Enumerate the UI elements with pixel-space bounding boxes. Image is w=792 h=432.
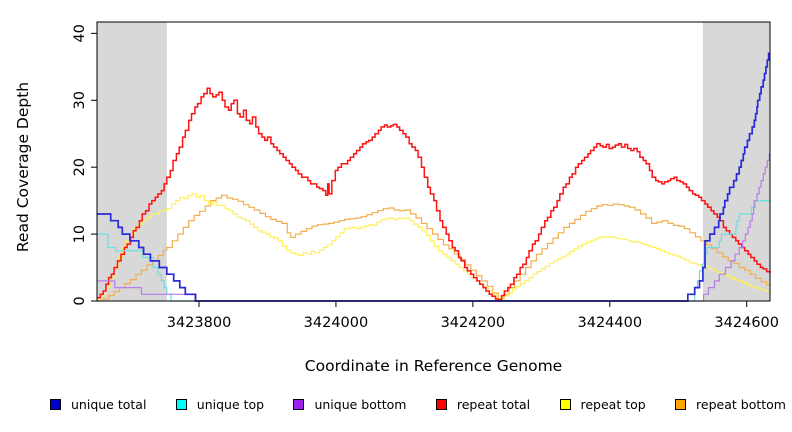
legend-item-repeat-top: repeat top [559, 397, 646, 412]
y-tick-label: 20 [72, 158, 88, 176]
legend-label: repeat bottom [696, 397, 786, 412]
legend-label: unique top [196, 397, 265, 412]
legend-label: unique bottom [314, 397, 407, 412]
coverage-plot-canvas: 3423800 3424000 3424200 3424400 3424600 0 10 20… [72, 21, 779, 331]
legend: unique total unique top unique bottom repea… [50, 397, 786, 412]
left-masked-region [97, 22, 167, 301]
x-tick-label: 3424200 [441, 315, 506, 331]
legend-swatch-repeat-bottom [675, 399, 687, 410]
legend-label: repeat total [456, 397, 531, 412]
x-tick-label: 3424600 [714, 315, 779, 331]
legend-item-repeat-bottom: repeat bottom [675, 397, 786, 412]
legend-item-repeat-total: repeat total [435, 397, 531, 412]
legend-swatch-unique-bottom [293, 399, 305, 410]
right-masked-region [702, 22, 770, 301]
legend-swatch-unique-total [50, 399, 61, 410]
x-tick-label: 3423800 [167, 315, 232, 331]
y-axis-title: Read Coverage Depth [14, 81, 32, 253]
legend-item-unique-bottom: unique bottom [293, 397, 407, 412]
y-tick-label: 30 [72, 91, 88, 109]
legend-swatch-unique-top [175, 399, 187, 410]
plot-box [96, 21, 771, 302]
x-axis-title: Coordinate in Reference Genome [304, 357, 563, 375]
series-repeat-bottom-line [97, 194, 771, 302]
series-unique-top-line [97, 200, 770, 302]
legend-item-unique-total: unique total [50, 397, 146, 412]
legend-label: unique total [71, 397, 147, 412]
legend-swatch-repeat-total [435, 399, 447, 410]
series-repeat-top-line [97, 193, 771, 300]
x-tick-label: 3424000 [304, 315, 369, 331]
legend-label: repeat top [580, 397, 646, 412]
x-tick-label: 3424400 [578, 315, 643, 331]
legend-swatch-repeat-top [559, 399, 571, 410]
y-tick-label: 0 [72, 296, 88, 305]
series-unique-total-line [97, 52, 770, 302]
series-repeat-total-line [97, 87, 771, 301]
y-tick-label: 40 [72, 24, 88, 42]
y-tick-label: 10 [72, 225, 88, 243]
series-unique-bottom-line [97, 153, 770, 302]
legend-item-unique-top: unique top [175, 397, 265, 412]
